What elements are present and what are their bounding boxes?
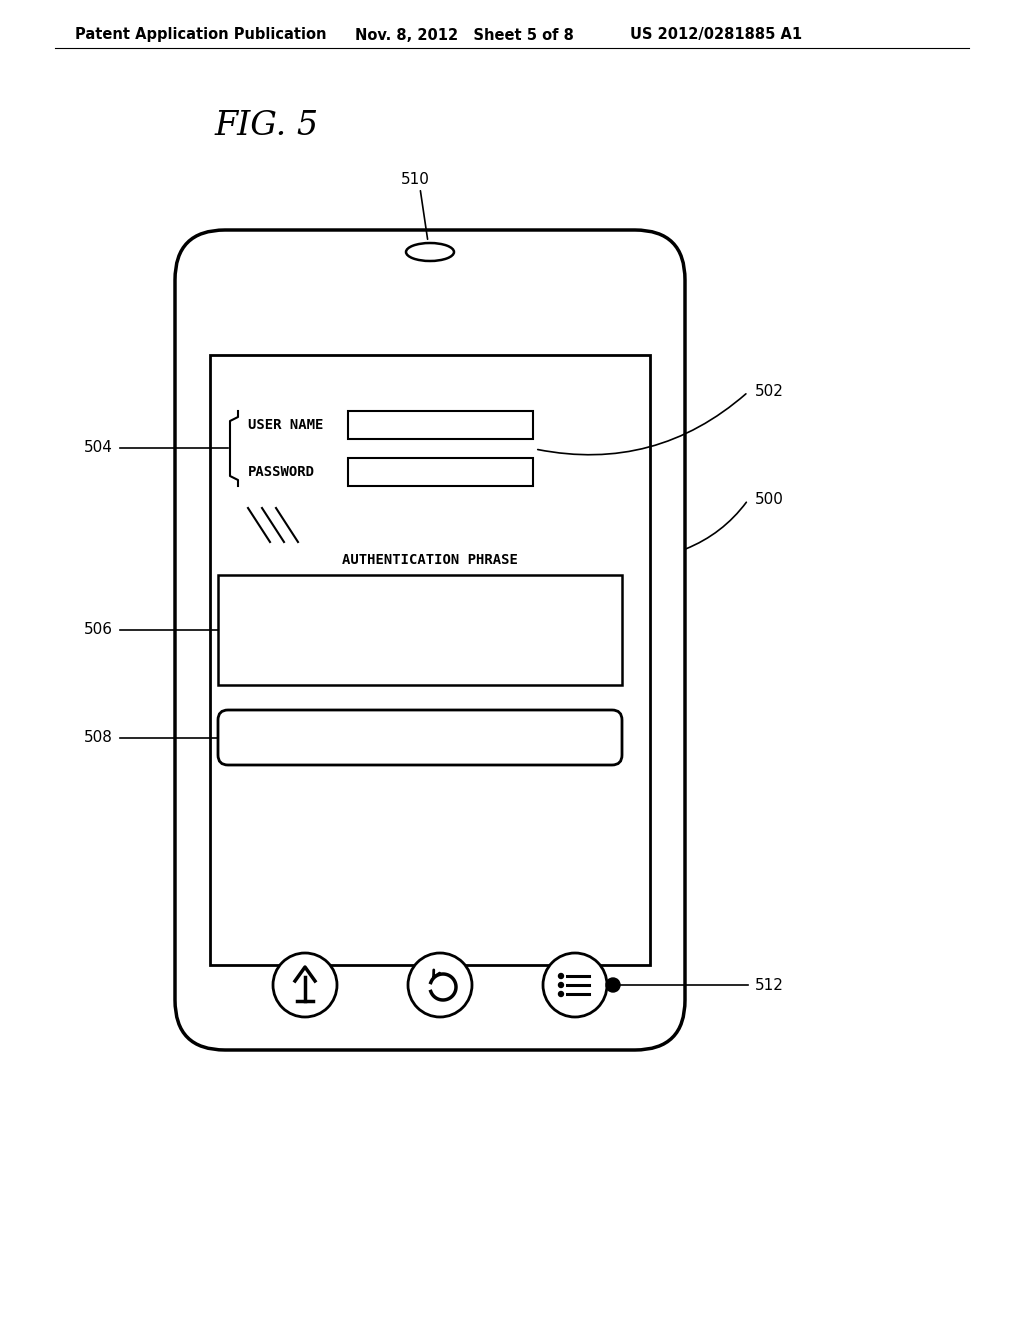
FancyBboxPatch shape xyxy=(218,576,622,685)
Circle shape xyxy=(543,953,607,1016)
Text: USER NAME: USER NAME xyxy=(248,418,324,432)
Text: 508: 508 xyxy=(84,730,113,746)
Circle shape xyxy=(558,982,563,987)
Text: CLICK HERE & READ THE PHRASE: CLICK HERE & READ THE PHRASE xyxy=(303,731,538,744)
FancyBboxPatch shape xyxy=(348,411,534,440)
Circle shape xyxy=(606,978,620,993)
Circle shape xyxy=(558,991,563,997)
Circle shape xyxy=(558,974,563,978)
Text: CHOKE ON WISPY: CHOKE ON WISPY xyxy=(228,620,345,634)
Text: 500: 500 xyxy=(755,492,784,507)
FancyBboxPatch shape xyxy=(218,710,622,766)
Text: MELLOW JUNEBUGS: MELLOW JUNEBUGS xyxy=(228,587,353,602)
Text: FORUMS: FORUMS xyxy=(228,652,279,667)
Ellipse shape xyxy=(406,243,454,261)
Text: PASSWORD: PASSWORD xyxy=(248,465,315,479)
FancyBboxPatch shape xyxy=(175,230,685,1049)
Text: 512: 512 xyxy=(755,978,784,993)
Circle shape xyxy=(273,953,337,1016)
Text: 504: 504 xyxy=(84,441,113,455)
Text: Patent Application Publication: Patent Application Publication xyxy=(75,28,327,42)
FancyBboxPatch shape xyxy=(348,458,534,486)
Text: Nov. 8, 2012   Sheet 5 of 8: Nov. 8, 2012 Sheet 5 of 8 xyxy=(355,28,573,42)
Text: 506: 506 xyxy=(84,623,113,638)
FancyBboxPatch shape xyxy=(210,355,650,965)
Text: 502: 502 xyxy=(755,384,784,400)
Text: AUTHENTICATION PHRASE: AUTHENTICATION PHRASE xyxy=(342,553,518,568)
Circle shape xyxy=(408,953,472,1016)
Text: FIG. 5: FIG. 5 xyxy=(215,110,319,143)
Text: 510: 510 xyxy=(400,173,429,187)
Text: US 2012/0281885 A1: US 2012/0281885 A1 xyxy=(630,28,802,42)
